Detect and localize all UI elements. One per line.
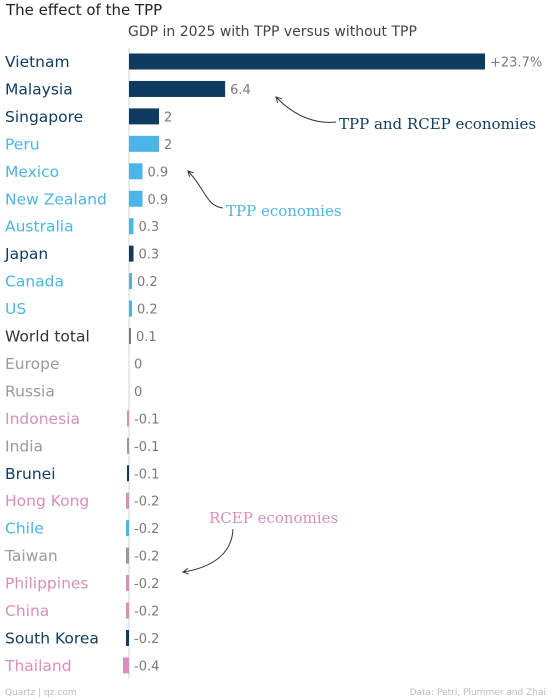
value-label: -0.2 xyxy=(134,522,159,537)
category-label: Taiwan xyxy=(4,547,58,565)
category-label: Singapore xyxy=(5,108,83,126)
value-label: -0.2 xyxy=(134,632,159,647)
category-label: India xyxy=(5,437,43,455)
value-label: -0.2 xyxy=(134,495,159,510)
category-label: World total xyxy=(5,328,90,346)
bar xyxy=(129,80,226,97)
bar xyxy=(125,602,129,619)
bar xyxy=(129,108,160,125)
value-label: 2 xyxy=(164,138,172,153)
value-label: 0.9 xyxy=(148,165,169,180)
value-label: 0 xyxy=(134,357,142,372)
category-label: South Korea xyxy=(5,629,99,647)
category-label: New Zealand xyxy=(5,190,107,208)
annotation-label: TPP and RCEP economies xyxy=(339,115,536,133)
bar xyxy=(129,328,131,344)
bar xyxy=(122,657,129,674)
value-label: 0.3 xyxy=(139,248,160,263)
bar xyxy=(127,410,129,427)
category-label: Japan xyxy=(4,245,48,263)
bar xyxy=(129,245,134,262)
category-label: Russia xyxy=(5,382,55,400)
bar xyxy=(125,629,129,646)
value-label: -0.2 xyxy=(134,577,159,592)
bars-layer: Vietnam +23.7% Malaysia 6.4 Singapore 2 Peru 2 M… xyxy=(4,48,542,678)
value-label: +23.7% xyxy=(490,56,542,71)
category-label: Brunei xyxy=(5,465,56,483)
value-label: 0.3 xyxy=(139,220,160,235)
bar xyxy=(125,492,129,509)
bar xyxy=(129,163,143,180)
arrowhead-icon xyxy=(275,96,282,103)
category-label: Indonesia xyxy=(5,410,80,428)
annotation-arrow xyxy=(182,528,234,573)
bar xyxy=(125,547,129,564)
annotation-label: RCEP economies xyxy=(209,509,338,527)
value-label: -0.4 xyxy=(134,659,159,674)
annotation-label: TPP economies xyxy=(226,202,342,220)
category-label: US xyxy=(5,300,26,318)
annotation-arrow xyxy=(187,170,224,209)
bar xyxy=(127,465,129,482)
bar xyxy=(129,135,160,152)
value-label: 0.1 xyxy=(136,330,157,345)
bar xyxy=(127,437,129,454)
value-label: 6.4 xyxy=(230,83,251,98)
source-credit: Quartz | qz.com xyxy=(5,688,77,698)
bar xyxy=(129,273,133,290)
category-label: Mexico xyxy=(5,163,59,181)
value-label: 0.9 xyxy=(148,193,169,208)
bar xyxy=(125,575,129,592)
value-label: 2 xyxy=(164,110,172,125)
value-label: 0.2 xyxy=(137,303,158,318)
category-label: Australia xyxy=(5,218,74,236)
bar xyxy=(129,190,143,207)
bar xyxy=(125,520,129,537)
annotations-layer: TPP and RCEP economies TPP economies RCEP … xyxy=(181,96,536,575)
category-label: Peru xyxy=(5,135,40,153)
arrowhead-icon xyxy=(181,567,189,575)
value-label: 0 xyxy=(134,385,142,400)
value-label: -0.1 xyxy=(134,412,159,427)
category-label: Canada xyxy=(5,273,64,291)
chart-subtitle: GDP in 2025 with TPP versus without TPP xyxy=(128,24,417,40)
data-source: Data: Petri, Plummer and Zhai xyxy=(409,688,546,698)
category-label: Hong Kong xyxy=(5,492,89,510)
bar xyxy=(129,53,485,70)
value-label: -0.2 xyxy=(134,605,159,620)
category-label: China xyxy=(5,602,49,620)
bar xyxy=(129,300,133,317)
bar xyxy=(129,218,134,235)
arrowhead-icon xyxy=(187,170,194,177)
value-label: -0.2 xyxy=(134,550,159,565)
value-label: 0.2 xyxy=(137,275,158,290)
category-label: Malaysia xyxy=(5,80,73,98)
category-label: Philippines xyxy=(5,575,89,593)
value-label: -0.1 xyxy=(134,440,159,455)
value-label: -0.1 xyxy=(134,467,159,482)
category-label: Europe xyxy=(5,355,60,373)
category-label: Chile xyxy=(5,520,44,538)
annotation-arrow xyxy=(275,96,337,123)
category-label: Thailand xyxy=(4,657,72,675)
chart-title: The effect of the TPP xyxy=(6,1,163,19)
category-label: Vietnam xyxy=(5,53,70,71)
